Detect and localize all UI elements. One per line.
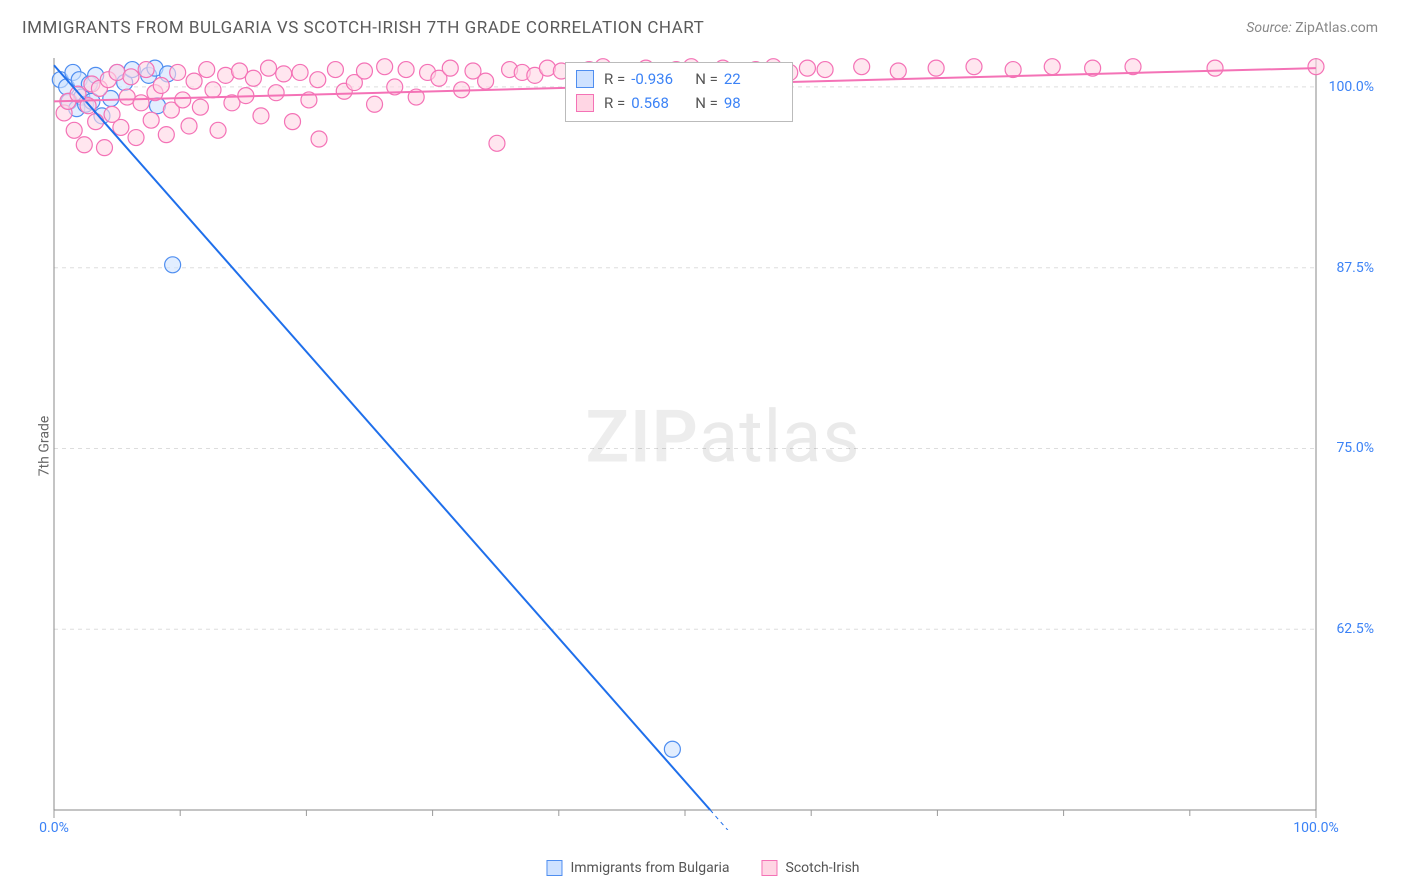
x-tick-label: 100.0% [1293, 820, 1338, 836]
y-tick-label: 62.5% [1336, 621, 1374, 637]
source-value: ZipAtlas.com [1295, 20, 1378, 36]
stats-row-series-2: R = 0.568 N = 98 [576, 91, 782, 115]
source-attribution: Source: ZipAtlas.com [1246, 20, 1378, 36]
legend-item-2: Scotch-Irish [762, 860, 860, 876]
x-tick-label: 0.0% [39, 820, 69, 836]
y-tick-label: 87.5% [1336, 260, 1374, 276]
stats-swatch-2 [576, 94, 594, 112]
chart-area: ZIPatlas 62.5%75.0%87.5%100.0%0.0%100.0% [50, 52, 1396, 830]
n-label-2: N = [695, 91, 718, 115]
n-value-2: 98 [724, 91, 782, 115]
r-value-1: -0.936 [631, 67, 689, 91]
legend-label-2: Scotch-Irish [786, 860, 860, 876]
legend-swatch-1 [546, 860, 562, 876]
y-tick-label: 100.0% [1329, 79, 1374, 95]
bottom-legend: Immigrants from Bulgaria Scotch-Irish [546, 860, 859, 876]
chart-title: IMMIGRANTS FROM BULGARIA VS SCOTCH-IRISH… [22, 18, 704, 38]
y-tick-label: 75.0% [1336, 440, 1374, 456]
stats-row-series-1: R = -0.936 N = 22 [576, 67, 782, 91]
scatter-plot-svg [50, 52, 1396, 830]
source-label: Source: [1246, 20, 1291, 36]
stats-swatch-1 [576, 70, 594, 88]
r-label-2: R = [604, 91, 625, 115]
r-value-2: 0.568 [631, 91, 689, 115]
n-label-1: N = [695, 67, 718, 91]
legend-swatch-2 [762, 860, 778, 876]
legend-label-1: Immigrants from Bulgaria [570, 860, 729, 876]
correlation-stats-box: R = -0.936 N = 22 R = 0.568 N = 98 [565, 62, 793, 122]
legend-item-1: Immigrants from Bulgaria [546, 860, 729, 876]
r-label-1: R = [604, 67, 625, 91]
n-value-1: 22 [724, 67, 782, 91]
